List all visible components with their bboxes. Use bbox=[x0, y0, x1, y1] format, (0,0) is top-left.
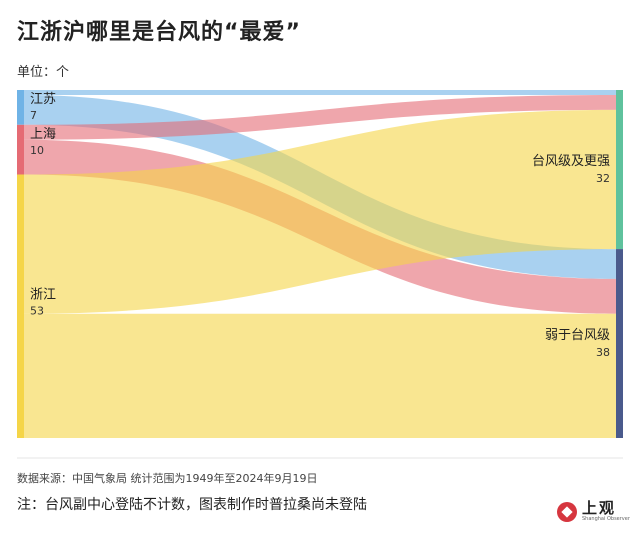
shanghai-observer-logo: 上观 Shanghai Observer bbox=[555, 496, 630, 528]
link-jiangsu-strong bbox=[24, 90, 616, 95]
link-zhejiang-strong bbox=[24, 109, 616, 314]
sankey-nodes bbox=[17, 90, 623, 459]
logo-text: 上观 bbox=[582, 499, 617, 517]
data-source: 数据来源：中国气象局 统计范围为1949年至2024年9月19日 bbox=[17, 472, 318, 485]
node-weak bbox=[616, 249, 623, 438]
node-strong bbox=[616, 90, 623, 250]
node-value-shanghai: 10 bbox=[30, 144, 44, 157]
chart-note: 注：台风副中心登陆不计数，图表制作时普拉桑尚未登陆 bbox=[17, 497, 367, 513]
node-label-zhejiang: 浙江 bbox=[30, 287, 56, 302]
unit-label: 单位：个 bbox=[17, 65, 70, 80]
chart-title: 江浙沪哪里是台风的“最爱” bbox=[17, 20, 301, 45]
node-label-strong: 台风级及更强 bbox=[532, 154, 610, 169]
node-label-weak: 弱于台风级 bbox=[545, 328, 610, 343]
node-value-strong: 32 bbox=[596, 172, 610, 185]
node-shanghai bbox=[17, 124, 24, 175]
node-value-zhejiang: 53 bbox=[30, 304, 44, 317]
node-zhejiang bbox=[17, 174, 24, 438]
node-value-weak: 38 bbox=[596, 346, 610, 359]
node-label-jiangsu: 江苏 bbox=[30, 91, 56, 107]
link-zhejiang-weak bbox=[24, 313, 616, 438]
node-jiangsu bbox=[17, 90, 24, 125]
node-value-jiangsu: 7 bbox=[30, 109, 37, 122]
logo-subtext: Shanghai Observer bbox=[582, 516, 630, 522]
node-label-shanghai: 上海 bbox=[30, 127, 56, 142]
sankey-labels: 江苏 7 上海 10 浙江 53 台风级及更强 32 弱于台风级 38 bbox=[30, 91, 610, 359]
sankey-links bbox=[24, 90, 616, 438]
logo-icon bbox=[557, 502, 577, 522]
link-shanghai-strong bbox=[24, 94, 616, 140]
